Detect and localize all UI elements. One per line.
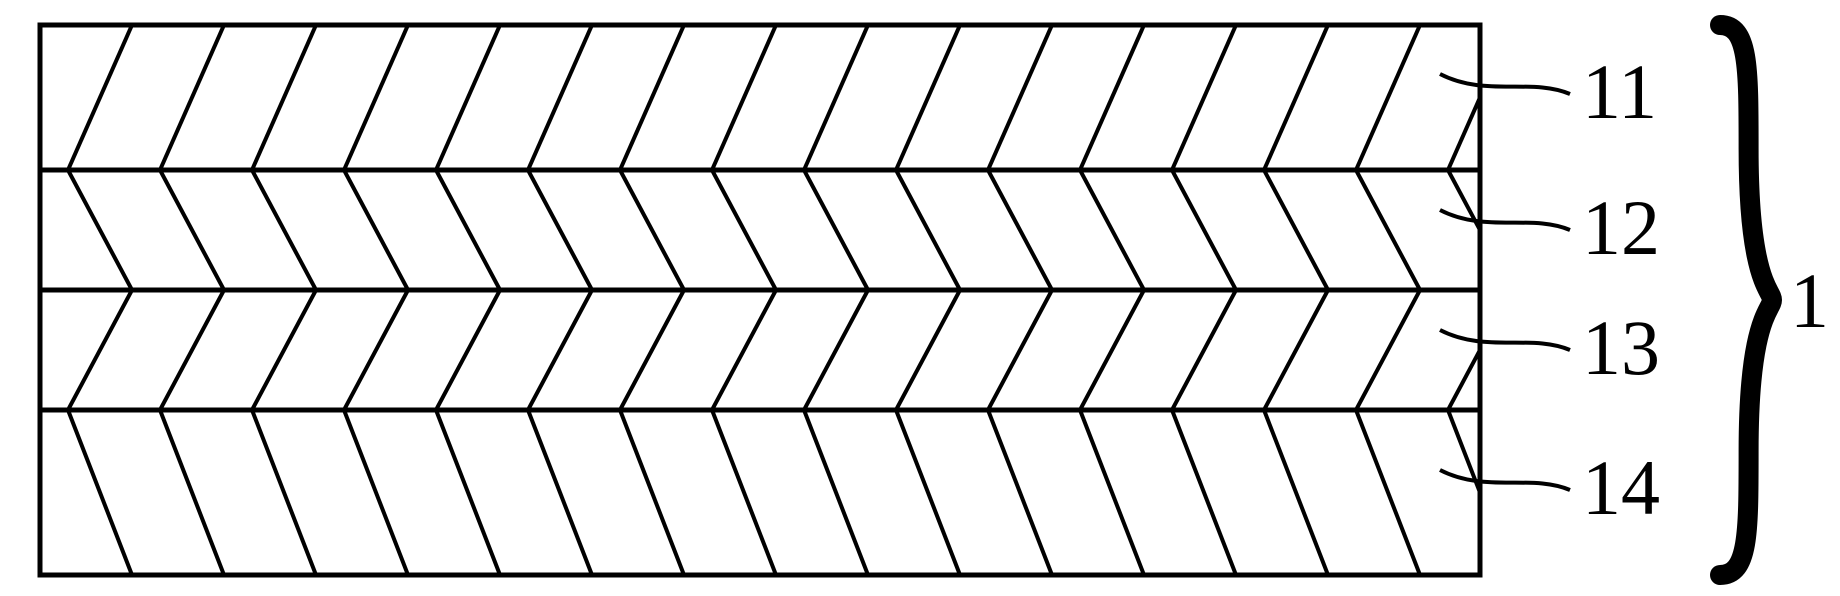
layer-label-12: 12 [1582,189,1660,267]
layer-label-13: 13 [1582,309,1660,387]
layer-label-11: 11 [1582,53,1657,131]
group-label: 1 [1790,262,1829,340]
diagram-svg [0,0,1840,596]
diagram-canvas: 11 12 13 14 1 [0,0,1840,596]
layer-label-14: 14 [1582,449,1660,527]
